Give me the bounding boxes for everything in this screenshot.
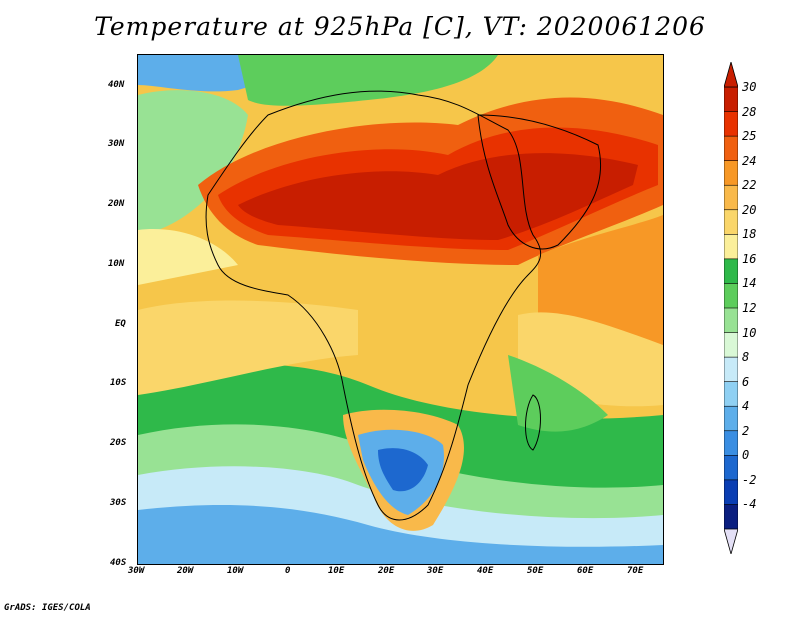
colorbar-label: 0 xyxy=(742,448,750,463)
colorbar-cell xyxy=(724,160,738,186)
colorbar-label: 20 xyxy=(742,202,757,217)
colorbar xyxy=(724,62,738,554)
x-tick-label: 20W xyxy=(177,566,194,576)
y-tick-label: 10S xyxy=(110,378,127,388)
x-tick-label: 40E xyxy=(477,566,494,576)
x-tick-label: 70E xyxy=(627,566,644,576)
colorbar-label: -2 xyxy=(742,472,757,487)
x-tick-label: 60E xyxy=(577,566,594,576)
x-tick-label: 30W xyxy=(128,566,145,576)
colorbar-cell xyxy=(724,111,738,137)
colorbar-label: 14 xyxy=(742,276,757,291)
colorbar-cell xyxy=(724,381,738,407)
y-tick-label: 30S xyxy=(110,498,127,508)
colorbar-cell xyxy=(724,455,738,481)
x-tick-label: 10E xyxy=(328,566,345,576)
colorbar-cell xyxy=(724,504,738,530)
x-tick-label: 50E xyxy=(527,566,544,576)
colorbar-cell xyxy=(724,258,738,285)
colorbar-cell xyxy=(724,307,738,334)
map-title: Temperature at 925hPa [C], VT: 202006120… xyxy=(94,12,706,41)
temperature-map xyxy=(137,54,664,565)
colorbar-label: -4 xyxy=(742,497,757,512)
y-tick-label: 10N xyxy=(108,259,125,269)
y-tick-label: 20N xyxy=(108,199,125,209)
x-tick-label: 0 xyxy=(285,566,291,576)
colorbar-label: 30 xyxy=(742,80,757,94)
colorbar-label: 12 xyxy=(742,301,757,315)
colorbar-label: 8 xyxy=(742,350,750,365)
x-tick-label: 10W xyxy=(227,566,244,576)
y-tick-label: EQ xyxy=(115,319,126,329)
colorbar-label: 18 xyxy=(742,227,757,242)
colorbar-cell xyxy=(724,430,738,457)
colorbar-under-arrow xyxy=(724,528,738,554)
colorbar-cell xyxy=(724,86,738,113)
x-tick-label: 20E xyxy=(378,566,395,576)
colorbar-label: 25 xyxy=(742,129,757,144)
colorbar-cell xyxy=(724,135,738,162)
colorbar-label: 4 xyxy=(742,399,750,414)
colorbar-cell xyxy=(724,184,738,211)
y-tick-label: 30N xyxy=(108,139,125,149)
y-tick-label: 40N xyxy=(108,80,125,90)
y-tick-label: 20S xyxy=(110,438,127,448)
colorbar-label: 16 xyxy=(742,251,757,266)
colorbar-label: 28 xyxy=(742,104,757,119)
colorbar-cell xyxy=(724,405,738,432)
colorbar-cell xyxy=(724,209,738,236)
colorbar-label: 10 xyxy=(742,325,757,340)
colorbar-label: 24 xyxy=(742,153,757,168)
colorbar-label: 6 xyxy=(742,374,750,389)
colorbar-cell xyxy=(724,479,738,506)
colorbar-cell xyxy=(724,283,738,309)
colorbar-label: 22 xyxy=(742,178,757,193)
colorbar-cell xyxy=(724,332,738,358)
colorbar-over-arrow xyxy=(724,62,738,88)
y-tick-label: 40S xyxy=(110,558,127,568)
colorbar-cell xyxy=(724,356,738,383)
colorbar-label: 2 xyxy=(742,423,750,438)
credit-label: GrADS: IGES/COLA xyxy=(4,603,91,613)
temperature-field xyxy=(138,55,663,564)
colorbar-cell xyxy=(724,234,738,260)
x-tick-label: 30E xyxy=(427,566,444,576)
